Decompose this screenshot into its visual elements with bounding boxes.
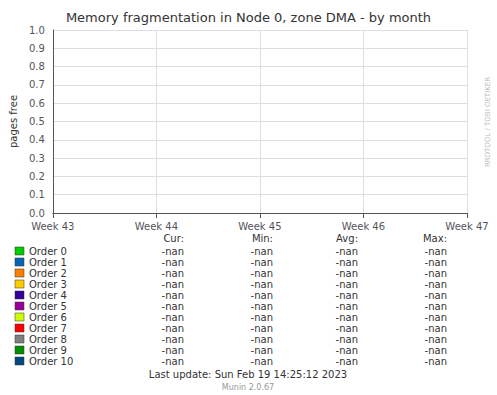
svg-text:1.0: 1.0 xyxy=(29,25,45,36)
svg-text:-nan: -nan xyxy=(336,279,358,290)
svg-text:-nan: -nan xyxy=(251,323,273,334)
svg-text:RRDTOOL / TOBI OETIKER: RRDTOOL / TOBI OETIKER xyxy=(484,77,492,167)
svg-text:-nan: -nan xyxy=(425,356,447,367)
svg-text:-nan: -nan xyxy=(251,290,273,301)
svg-text:Order 9: Order 9 xyxy=(29,345,67,356)
svg-text:-nan: -nan xyxy=(336,312,358,323)
svg-text:0.0: 0.0 xyxy=(29,208,45,219)
svg-text:-nan: -nan xyxy=(162,246,184,257)
svg-text:0.3: 0.3 xyxy=(29,153,45,164)
svg-text:Order 6: Order 6 xyxy=(29,312,67,323)
svg-text:Week 45: Week 45 xyxy=(238,221,281,232)
svg-text:Order 0: Order 0 xyxy=(29,246,67,257)
svg-text:-nan: -nan xyxy=(162,345,184,356)
svg-text:0.7: 0.7 xyxy=(29,79,45,90)
svg-text:-nan: -nan xyxy=(336,356,358,367)
svg-text:0.8: 0.8 xyxy=(29,61,45,72)
svg-text:-nan: -nan xyxy=(251,246,273,257)
svg-text:Order 8: Order 8 xyxy=(29,334,67,345)
svg-text:pages free: pages free xyxy=(8,95,19,148)
svg-text:-nan: -nan xyxy=(425,268,447,279)
svg-text:0.5: 0.5 xyxy=(29,116,45,127)
svg-text:-nan: -nan xyxy=(425,345,447,356)
svg-text:0.9: 0.9 xyxy=(29,43,45,54)
svg-text:-nan: -nan xyxy=(251,279,273,290)
svg-text:Order 10: Order 10 xyxy=(29,356,73,367)
svg-text:-nan: -nan xyxy=(336,246,358,257)
svg-text:-nan: -nan xyxy=(162,257,184,268)
svg-text:Memory fragmentation in Node 0: Memory fragmentation in Node 0, zone DMA… xyxy=(66,10,431,25)
svg-text:0.4: 0.4 xyxy=(29,134,45,145)
svg-text:-nan: -nan xyxy=(336,290,358,301)
svg-text:Order 5: Order 5 xyxy=(29,301,67,312)
svg-text:-nan: -nan xyxy=(251,334,273,345)
svg-text:-nan: -nan xyxy=(162,334,184,345)
svg-text:-nan: -nan xyxy=(251,312,273,323)
svg-text:Week 46: Week 46 xyxy=(342,221,385,232)
svg-text:Avg:: Avg: xyxy=(336,233,358,244)
svg-text:-nan: -nan xyxy=(251,268,273,279)
svg-text:-nan: -nan xyxy=(162,323,184,334)
svg-text:Order 7: Order 7 xyxy=(29,323,67,334)
svg-text:-nan: -nan xyxy=(162,268,184,279)
svg-text:Order 2: Order 2 xyxy=(29,268,67,279)
svg-text:-nan: -nan xyxy=(336,257,358,268)
svg-text:-nan: -nan xyxy=(162,279,184,290)
svg-text:-nan: -nan xyxy=(251,345,273,356)
svg-text:-nan: -nan xyxy=(162,290,184,301)
svg-text:-nan: -nan xyxy=(425,279,447,290)
svg-text:-nan: -nan xyxy=(251,257,273,268)
svg-text:Munin 2.0.67: Munin 2.0.67 xyxy=(222,383,274,392)
svg-text:-nan: -nan xyxy=(336,268,358,279)
svg-text:-nan: -nan xyxy=(425,323,447,334)
svg-text:Week 47: Week 47 xyxy=(445,221,488,232)
svg-text:-nan: -nan xyxy=(336,301,358,312)
svg-text:0.6: 0.6 xyxy=(29,98,45,109)
svg-text:Order 1: Order 1 xyxy=(29,257,67,268)
svg-text:Cur:: Cur: xyxy=(163,233,184,244)
svg-text:Min:: Min: xyxy=(252,233,273,244)
svg-text:Week 44: Week 44 xyxy=(135,221,178,232)
svg-text:-nan: -nan xyxy=(425,312,447,323)
svg-text:-nan: -nan xyxy=(425,246,447,257)
svg-text:-nan: -nan xyxy=(336,334,358,345)
svg-text:-nan: -nan xyxy=(336,345,358,356)
svg-text:Order 4: Order 4 xyxy=(29,290,67,301)
svg-text:Max:: Max: xyxy=(423,233,447,244)
svg-text:-nan: -nan xyxy=(425,334,447,345)
svg-text:0.1: 0.1 xyxy=(29,189,45,200)
svg-text:-nan: -nan xyxy=(162,301,184,312)
svg-text:-nan: -nan xyxy=(162,312,184,323)
svg-text:-nan: -nan xyxy=(251,356,273,367)
svg-text:Order 3: Order 3 xyxy=(29,279,67,290)
svg-text:Last update: Sun Feb 19 14:25:: Last update: Sun Feb 19 14:25:12 2023 xyxy=(149,369,347,380)
svg-text:-nan: -nan xyxy=(162,356,184,367)
svg-text:-nan: -nan xyxy=(425,301,447,312)
svg-text:-nan: -nan xyxy=(425,290,447,301)
svg-text:-nan: -nan xyxy=(336,323,358,334)
svg-text:-nan: -nan xyxy=(251,301,273,312)
svg-text:0.2: 0.2 xyxy=(29,171,45,182)
svg-text:Week 43: Week 43 xyxy=(31,221,74,232)
svg-text:-nan: -nan xyxy=(425,257,447,268)
